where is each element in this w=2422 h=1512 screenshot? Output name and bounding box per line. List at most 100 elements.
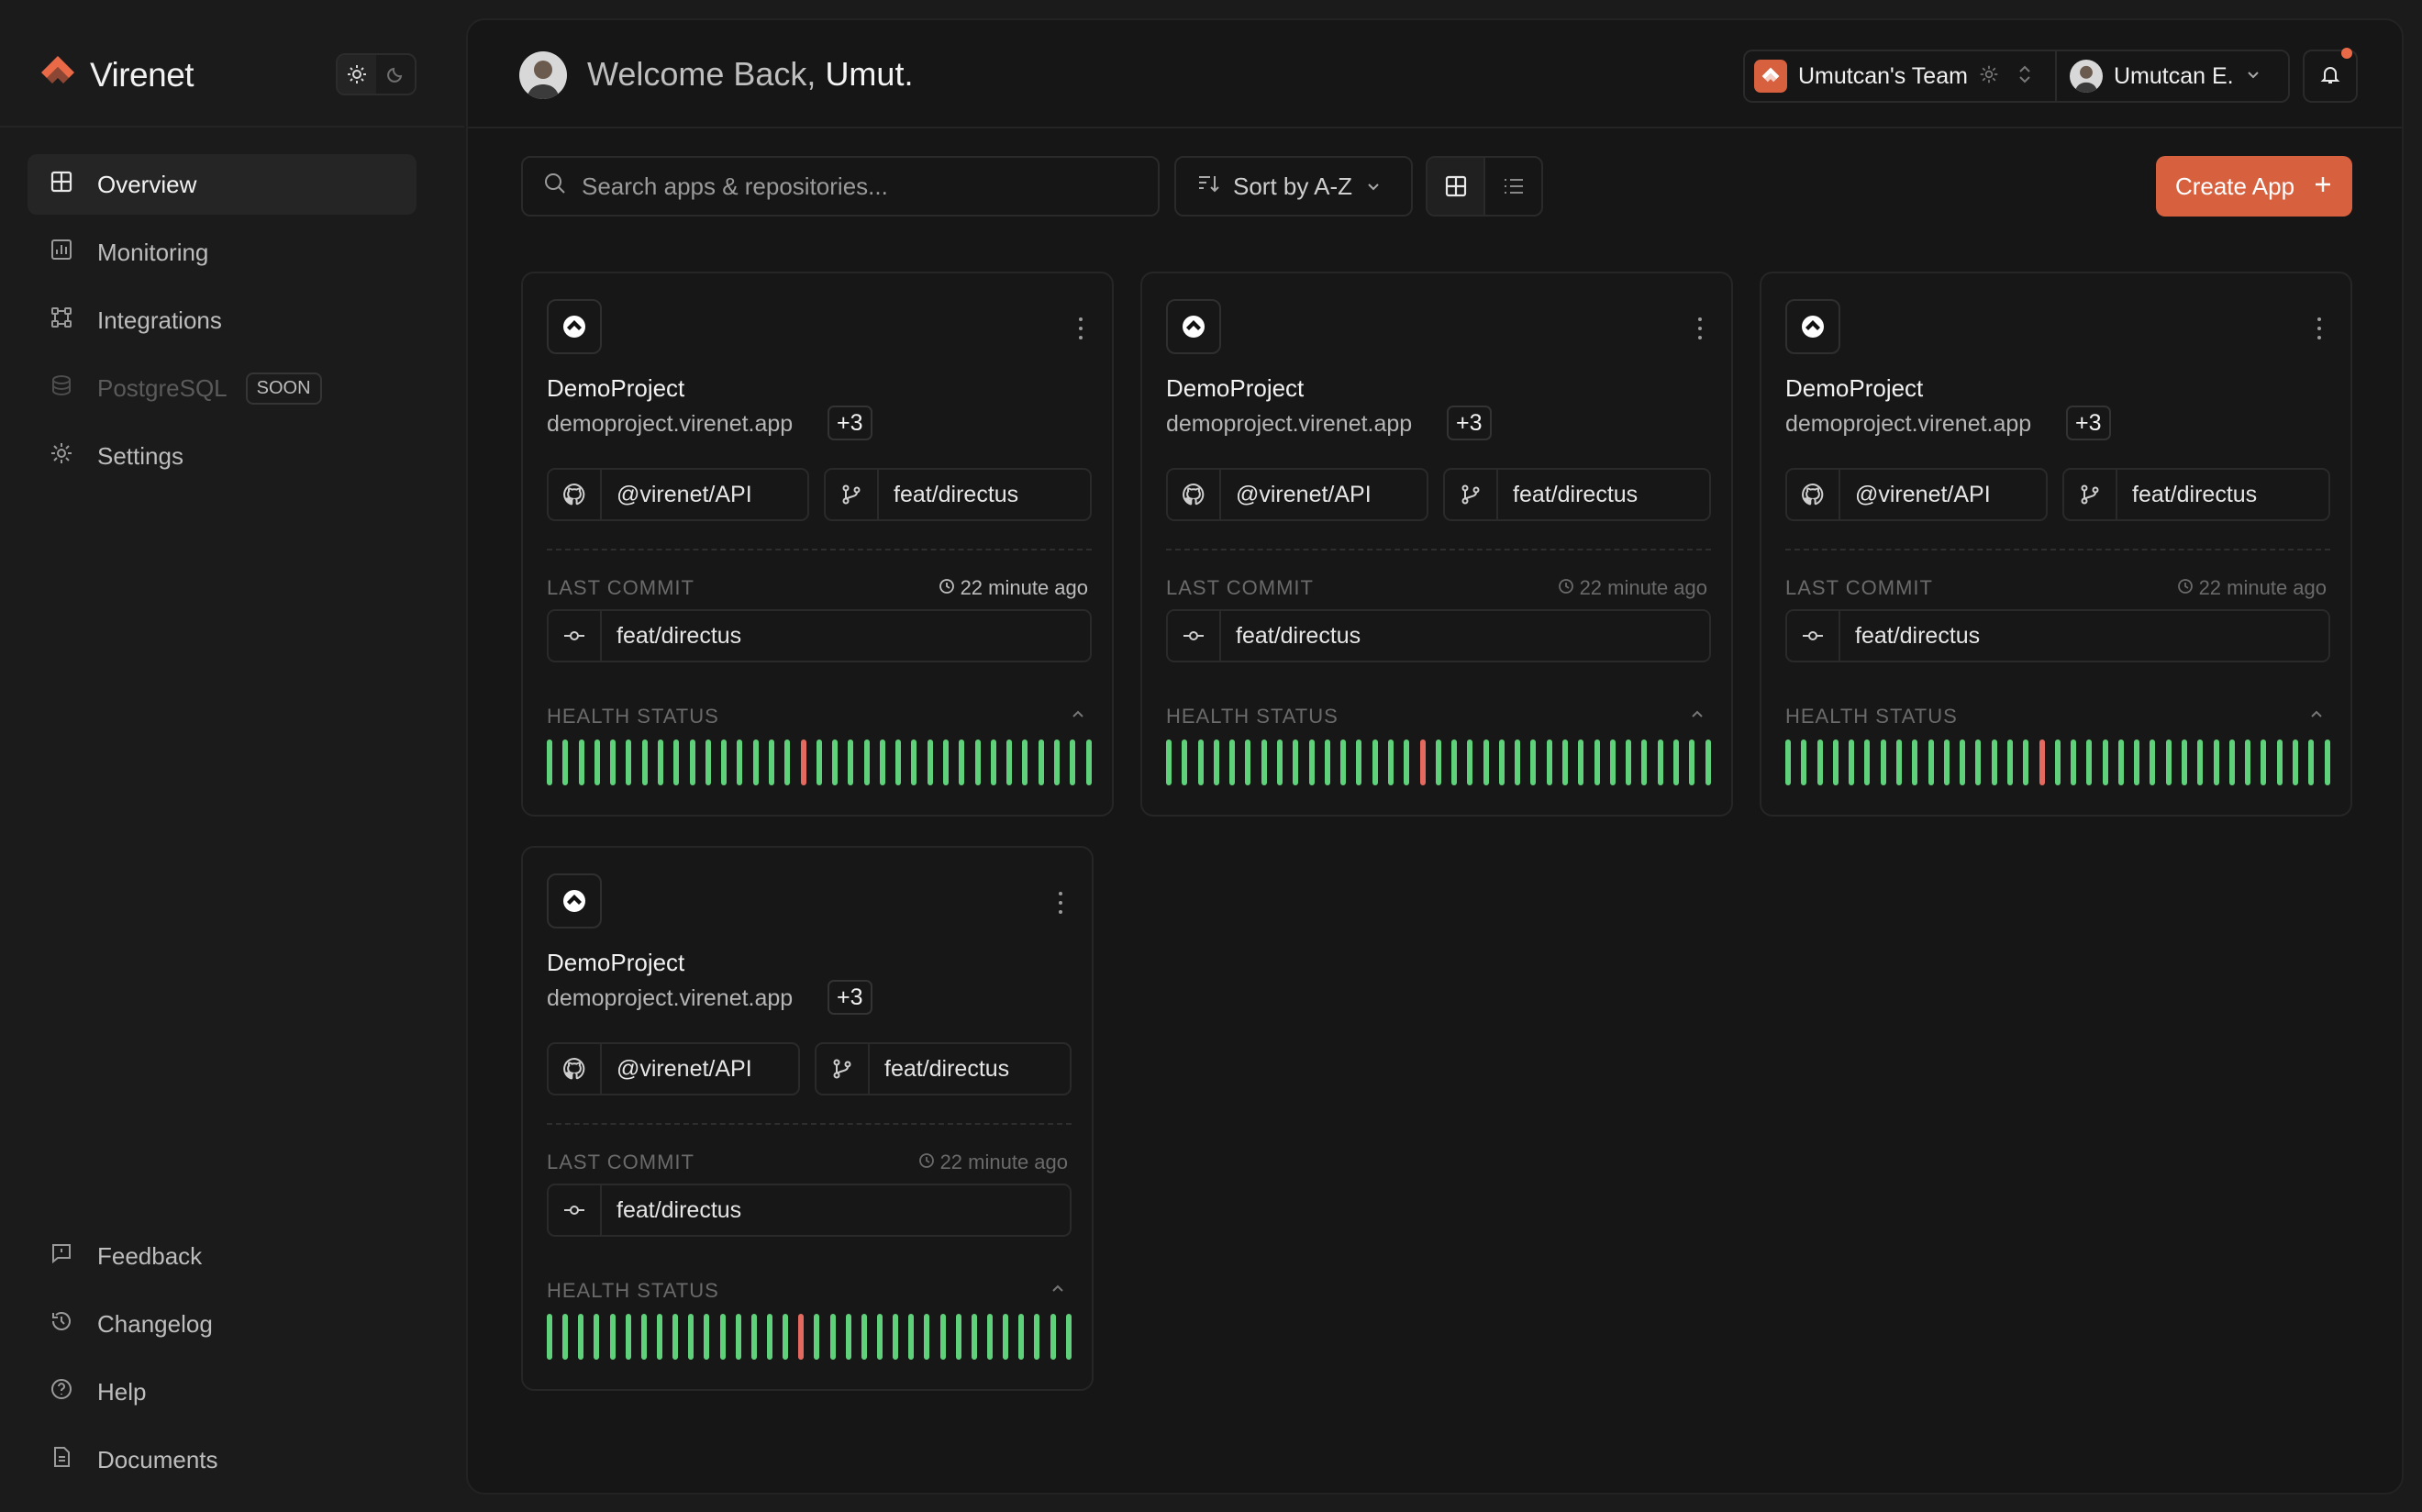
health-bar-ok[interactable] [832,739,839,785]
health-bar-ok[interactable] [2071,739,2077,785]
health-bar-ok[interactable] [610,739,617,785]
health-bar-ok[interactable] [816,739,822,785]
chevron-up-icon[interactable] [2308,706,2325,728]
health-bar-ok[interactable] [1054,739,1060,785]
sidebar-item-help[interactable]: Help [28,1362,417,1422]
health-bar-ok[interactable] [1562,739,1569,785]
team-selector[interactable]: Umutcan's Team [1745,51,2057,101]
health-bar-ok[interactable] [2086,739,2093,785]
app-title[interactable]: DemoProject [1166,374,1305,402]
health-bar-ok[interactable] [895,739,902,785]
commit-chip[interactable]: feat/directus [547,1184,1072,1237]
health-bar-ok[interactable] [2023,739,2029,785]
health-bar-ok[interactable] [2006,739,2013,785]
health-bar-ok[interactable] [2197,739,2204,785]
health-bar-ok[interactable] [908,1314,915,1360]
health-bar-ok[interactable] [2165,739,2172,785]
team-settings-icon[interactable] [1979,64,1999,89]
health-bar-ok[interactable] [1197,739,1204,785]
health-bar-ok[interactable] [1594,739,1600,785]
health-bar-ok[interactable] [656,1314,662,1360]
health-bar-ok[interactable] [1308,739,1315,785]
health-bar-ok[interactable] [1705,739,1711,785]
theme-toggle[interactable] [336,53,417,95]
health-bar-ok[interactable] [1816,739,1823,785]
health-bar-ok[interactable] [750,1314,757,1360]
view-toggle[interactable] [1426,156,1543,217]
health-bar-ok[interactable] [766,1314,772,1360]
commit-chip[interactable]: feat/directus [1785,609,2330,662]
sidebar-item-overview[interactable]: Overview [28,154,417,215]
create-app-button[interactable]: Create App [2156,156,2352,217]
health-bar-ok[interactable] [547,1314,552,1360]
health-bar-ok[interactable] [641,739,648,785]
repo-chip[interactable]: @virenet/API [1785,468,2048,521]
health-bar-ok[interactable] [673,739,680,785]
health-bar-ok[interactable] [735,1314,741,1360]
health-bar-ok[interactable] [1975,739,1982,785]
health-bar-ok[interactable] [943,739,950,785]
team-switch-icon[interactable] [2017,64,2032,89]
health-bar-ok[interactable] [876,1314,883,1360]
branch-chip[interactable]: feat/directus [2062,468,2330,521]
notifications-button[interactable] [2303,50,2358,103]
health-bar-ok[interactable] [1451,739,1458,785]
health-bar-ok[interactable] [1018,1314,1025,1360]
health-bar-ok[interactable] [1546,739,1552,785]
sidebar-item-monitoring[interactable]: Monitoring [28,222,417,283]
avatar[interactable] [519,51,567,99]
health-bar-ok[interactable] [974,739,981,785]
health-bar-ok[interactable] [784,739,791,785]
app-card[interactable]: DemoProject demoproject.virenet.app +3 @vir… [1760,272,2352,817]
sidebar-item-feedback[interactable]: Feedback [28,1226,417,1286]
sidebar-item-changelog[interactable]: Changelog [28,1294,417,1354]
health-bar-ok[interactable] [768,739,774,785]
health-bar-ok[interactable] [1387,739,1394,785]
health-bar-ok[interactable] [1912,739,1918,785]
more-options-icon[interactable] [1051,884,1070,921]
health-bar-ok[interactable] [1038,739,1044,785]
health-bar-ok[interactable] [1324,739,1330,785]
health-bar-ok[interactable] [814,1314,820,1360]
health-bar-ok[interactable] [1801,739,1807,785]
team-user-selector[interactable]: Umutcan's Team Umutcan E. [1743,50,2290,103]
health-bar-ok[interactable] [1245,739,1251,785]
health-bar-ok[interactable] [737,739,743,785]
health-bar-ok[interactable] [2213,739,2219,785]
health-bar-ok[interactable] [879,739,885,785]
health-bar-ok[interactable] [1673,739,1679,785]
health-bar-ok[interactable] [1498,739,1505,785]
health-bar-ok[interactable] [1657,739,1663,785]
health-bar-ok[interactable] [783,1314,789,1360]
commit-chip[interactable]: feat/directus [1166,609,1711,662]
health-bar-ok[interactable] [1785,739,1791,785]
health-bar-ok[interactable] [752,739,759,785]
health-bar-ok[interactable] [2117,739,2124,785]
health-bar-ok[interactable] [2293,739,2298,785]
chevron-up-icon[interactable] [1689,706,1705,728]
health-bar-ok[interactable] [911,739,917,785]
health-bar-ok[interactable] [2228,739,2235,785]
health-bar-ok[interactable] [2276,739,2283,785]
health-bar-ok[interactable] [1467,739,1473,785]
brand[interactable]: Virenet [39,53,194,96]
health-bar-ok[interactable] [924,1314,930,1360]
more-options-icon[interactable] [1691,310,1709,347]
health-bar-ok[interactable] [1641,739,1648,785]
app-card[interactable]: DemoProject demoproject.virenet.app +3 @vir… [1140,272,1733,817]
health-bar-ok[interactable] [1832,739,1839,785]
chevron-up-icon[interactable] [1070,706,1086,728]
more-domains-badge[interactable]: +3 [828,406,872,440]
sidebar-item-documents[interactable]: Documents [28,1429,417,1490]
app-title[interactable]: DemoProject [547,949,685,976]
health-bar-ok[interactable] [990,739,996,785]
health-bar-ok[interactable] [562,739,569,785]
health-bar-ok[interactable] [1849,739,1855,785]
health-bar-ok[interactable] [688,1314,694,1360]
health-bar-ok[interactable] [1070,739,1076,785]
health-bar-ok[interactable] [657,739,663,785]
app-domain[interactable]: demoproject.virenet.app [1785,411,2032,437]
app-domain[interactable]: demoproject.virenet.app [547,985,794,1011]
health-bar-ok[interactable] [1895,739,1902,785]
more-domains-badge[interactable]: +3 [1447,406,1492,440]
